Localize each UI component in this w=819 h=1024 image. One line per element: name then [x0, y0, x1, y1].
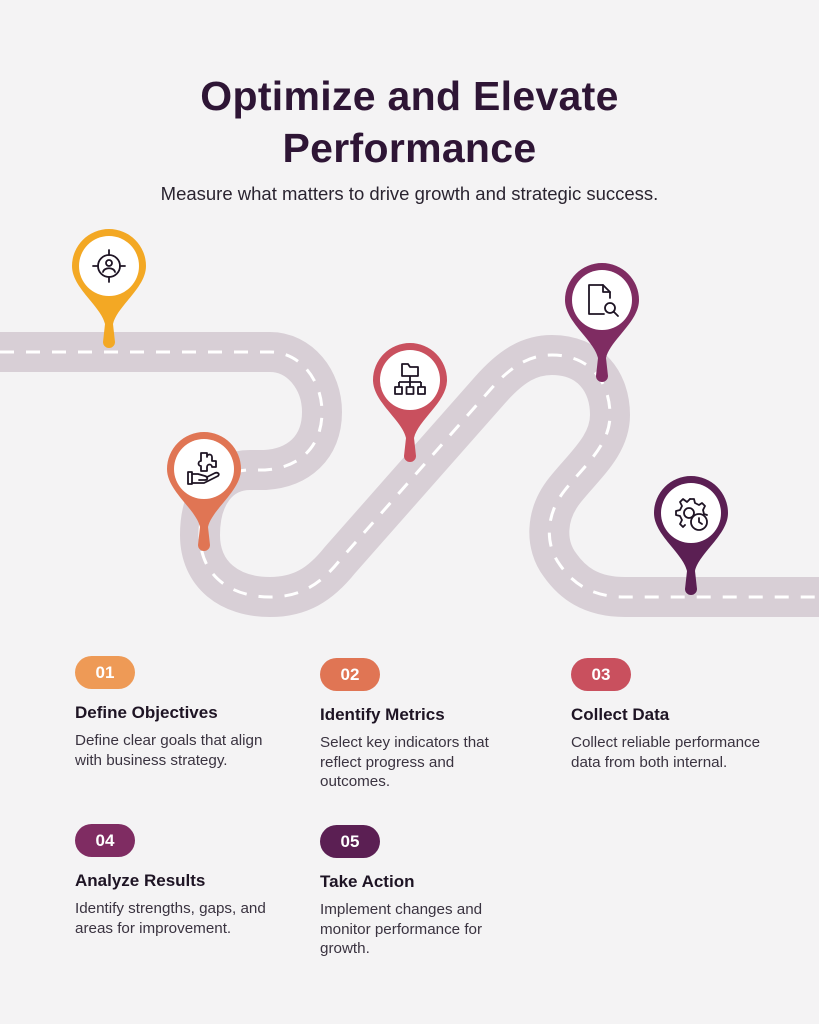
marker-3	[373, 343, 447, 462]
step-description: Identify strengths, gaps, and areas for …	[75, 900, 266, 937]
step-title: Define Objectives	[75, 703, 218, 722]
marker-1	[72, 229, 146, 348]
step-03: 03 Collect Data Collect reliable perform…	[571, 658, 786, 772]
step-02: 02 Identify Metrics Select key indicator…	[320, 658, 535, 792]
step-description: Implement changes and monitor performanc…	[320, 901, 483, 957]
marker-2	[167, 432, 241, 551]
page-title: Optimize and Elevate Performance	[0, 70, 819, 174]
marker-5	[654, 476, 728, 595]
document-search-icon	[588, 284, 619, 317]
step-title: Identify Metrics	[320, 705, 445, 724]
title-line-2: Performance	[282, 125, 537, 171]
step-description: Collect reliable performance data from b…	[571, 734, 761, 771]
title-line-1: Optimize and Elevate	[200, 73, 619, 119]
step-description: Define clear goals that align with busin…	[75, 732, 263, 769]
step-04: 04 Analyze Results Identify strengths, g…	[75, 824, 290, 938]
gear-clock-icon	[675, 498, 708, 531]
road	[0, 332, 819, 617]
step-number-badge: 02	[320, 658, 380, 691]
step-number-badge: 04	[75, 824, 135, 857]
step-description: Select key indicators that reflect progr…	[320, 734, 489, 790]
marker-4	[565, 263, 639, 382]
step-number-badge: 03	[571, 658, 631, 691]
step-title: Analyze Results	[75, 871, 206, 890]
page-subtitle: Measure what matters to drive growth and…	[160, 183, 659, 204]
step-number-badge: 05	[320, 825, 380, 858]
target-user-icon	[92, 249, 126, 283]
step-title: Take Action	[320, 872, 415, 891]
step-title: Collect Data	[571, 705, 670, 724]
hand-puzzle-icon	[187, 452, 220, 485]
hierarchy-icon	[394, 363, 426, 395]
step-01: 01 Define Objectives Define clear goals …	[75, 656, 290, 770]
road-centerline	[0, 350, 819, 599]
step-number-badge: 01	[75, 656, 135, 689]
step-05: 05 Take Action Implement changes and mon…	[320, 825, 535, 959]
